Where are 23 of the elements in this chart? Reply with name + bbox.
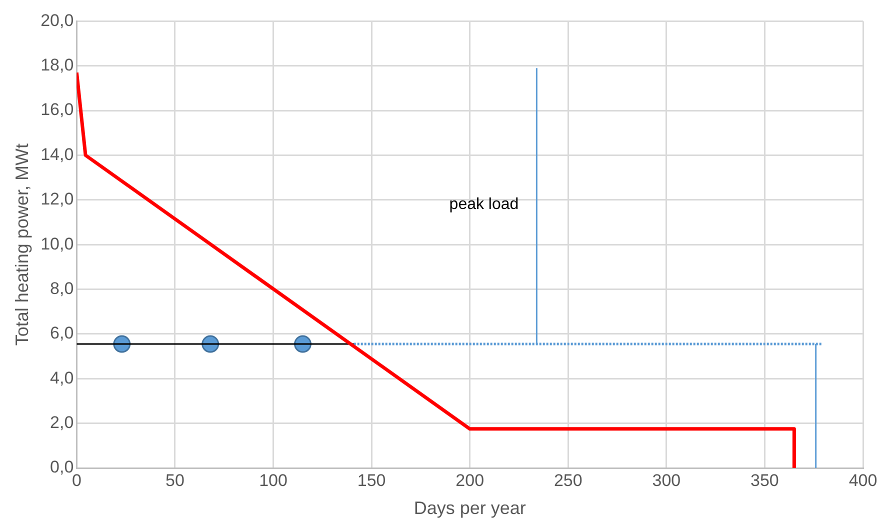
y-tick-label: 18,0 [40,56,74,75]
x-tick-label: 50 [166,470,184,490]
x-tick-label: 100 [259,470,288,490]
y-axis-title: Total heating power, MWt [12,144,32,346]
y-tick-label: 0,0 [50,458,74,477]
y-tick-label: 14,0 [40,144,74,164]
y-tick-label: 10,0 [40,234,74,254]
y-tick-label: 12,0 [40,190,74,209]
x-tick-label: 200 [456,470,484,490]
x-tick-label: 250 [554,470,582,490]
x-tick-label: 350 [750,470,779,490]
x-tick-label: 300 [652,470,681,490]
y-tick-label: 16,0 [40,100,74,120]
y-tick-label: 4,0 [50,368,74,388]
y-tick-label: 2,0 [50,413,74,432]
x-tick-label: 150 [357,470,386,490]
y-tick-label: 20,0 [40,10,74,30]
annotation: peak load [449,196,519,213]
y-tick-label: 6,0 [50,324,74,343]
x-tick-label: 0 [72,470,82,490]
y-tick-label: 8,0 [50,278,74,298]
x-tick-label: 400 [848,470,878,490]
x-axis-title: Days per year [414,498,526,518]
